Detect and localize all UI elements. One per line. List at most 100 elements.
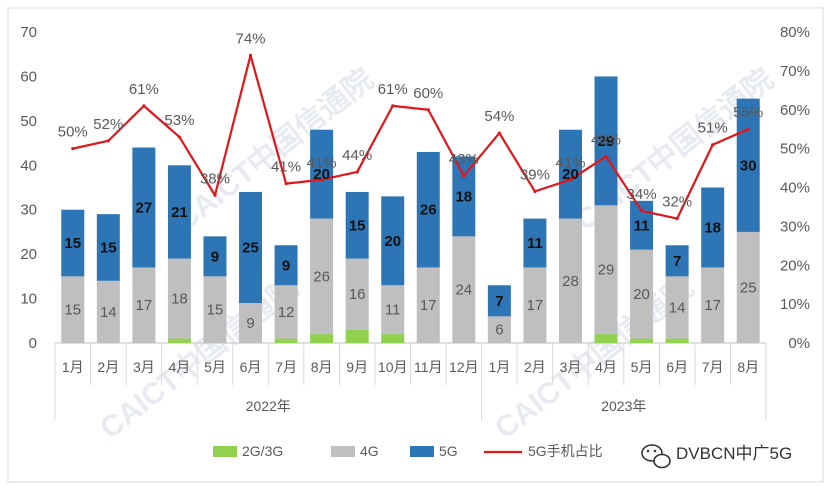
line-5g-share <box>72 54 749 220</box>
bar-4g <box>381 285 405 335</box>
bar-4g <box>132 267 156 343</box>
x-tick-label: 2月 <box>97 359 119 375</box>
x-group-label: 2023年 <box>601 398 646 414</box>
line-data-label: 55% <box>733 104 763 121</box>
line-data-label: 61% <box>129 81 159 98</box>
line-point <box>497 131 501 135</box>
x-group-label: 2022年 <box>246 398 291 414</box>
data-label-4g: 14 <box>669 299 686 316</box>
x-tick-label: 5月 <box>631 359 653 375</box>
data-label-4g: 15 <box>207 302 224 319</box>
bar-4g <box>487 316 511 343</box>
line-point <box>106 139 110 143</box>
line-point <box>604 154 608 158</box>
line-data-label: 54% <box>484 108 514 125</box>
x-tick-label: 8月 <box>311 359 333 375</box>
bar-5g <box>96 214 120 281</box>
x-tick-label: 11月 <box>414 359 443 375</box>
x-tick-label: 6月 <box>240 359 262 375</box>
data-label-5g: 11 <box>634 217 650 234</box>
data-label-4g: 17 <box>136 297 153 314</box>
data-label-5g: 30 <box>740 157 757 174</box>
x-tick-label: 5月 <box>204 359 226 375</box>
data-label-5g: 29 <box>598 133 615 150</box>
bar-5g <box>167 165 191 259</box>
y-right-tick-label: 80% <box>780 24 810 41</box>
bar-5g <box>416 151 440 268</box>
bar-4g <box>239 303 263 343</box>
legend-swatch <box>410 446 434 457</box>
line-point <box>746 127 750 131</box>
bars-layer <box>61 76 760 343</box>
bar-2g3g <box>381 334 405 343</box>
line-point <box>355 170 359 174</box>
line-point <box>675 217 679 221</box>
y-left-tick-label: 0 <box>29 335 37 352</box>
bar-2g3g <box>665 338 689 343</box>
bar-5g <box>381 196 405 286</box>
line-point <box>711 143 715 147</box>
bar-5g <box>132 147 156 268</box>
line-point <box>533 189 537 193</box>
y-right-tick-label: 0% <box>788 335 810 352</box>
line-data-label: 53% <box>164 112 194 129</box>
data-label-4g: 17 <box>704 297 721 314</box>
bar-2g3g <box>274 338 298 343</box>
line-data-label: 41% <box>307 155 337 172</box>
bar-5g <box>345 191 369 259</box>
line-data-label: 43% <box>449 151 479 168</box>
bar-5g <box>239 191 263 304</box>
y-left-tick-label: 20 <box>20 246 37 263</box>
y-left-tick-label: 30 <box>20 202 37 219</box>
data-label-4g: 6 <box>495 322 503 339</box>
data-label-4g: 28 <box>562 273 579 290</box>
data-label-5g: 9 <box>282 257 290 274</box>
line-point <box>639 209 644 213</box>
y-right-tick-label: 20% <box>780 257 810 274</box>
x-tick-label: 1月 <box>488 359 510 375</box>
bar-5g <box>274 245 298 286</box>
data-label-5g: 7 <box>495 293 503 310</box>
labels-layer: 15 15 14 15 17 27 18 21 15 9 9 25 12 9 26 20 16 15 11 20 17 2… <box>58 30 763 338</box>
data-label-4g: 20 <box>633 286 650 303</box>
data-label-5g: 11 <box>527 235 543 252</box>
x-tick-label: 12月 <box>449 359 479 375</box>
line-data-label: 38% <box>200 170 230 187</box>
data-label-5g: 21 <box>171 204 188 221</box>
bar-4g <box>594 205 618 335</box>
bar-2g3g <box>310 334 334 343</box>
bar-4g <box>203 276 227 343</box>
data-label-5g: 25 <box>242 239 259 256</box>
bar-4g <box>558 218 582 343</box>
data-label-5g: 18 <box>704 219 721 236</box>
wechat-icon <box>641 444 671 469</box>
data-label-4g: 15 <box>64 302 81 319</box>
bar-4g <box>630 249 654 339</box>
line-point <box>248 53 253 57</box>
axes-layer: 0 10 20 30 40 50 60 70 0% 10% 20% 30% 40% 50% 60% 70% 80… <box>20 24 810 420</box>
y-left-tick-label: 60 <box>20 68 37 85</box>
line-point <box>213 193 217 197</box>
data-label-4g: 26 <box>313 268 330 285</box>
y-right-tick-label: 70% <box>780 63 810 80</box>
x-tick-label: 10月 <box>378 359 408 375</box>
bar-4g <box>665 276 689 339</box>
data-label-4g: 17 <box>527 297 544 314</box>
y-left-tick-label: 10 <box>20 291 37 308</box>
bar-5g <box>452 156 476 237</box>
bar-4g <box>452 236 476 343</box>
data-label-5g: 27 <box>136 199 153 216</box>
bar-5g <box>701 187 725 268</box>
bar-4g <box>167 258 191 339</box>
line-data-label: 44% <box>342 147 372 164</box>
data-label-5g: 20 <box>562 166 579 183</box>
chart-border <box>7 7 824 483</box>
y-right-tick-label: 60% <box>780 102 810 119</box>
x-tick-label: 8月 <box>737 359 759 375</box>
legend-label: 5G <box>439 443 458 459</box>
bar-5g <box>61 209 85 277</box>
legend-label: 5G手机占比 <box>528 443 603 459</box>
bar-4g <box>274 285 298 339</box>
line-data-label: 74% <box>236 30 266 47</box>
